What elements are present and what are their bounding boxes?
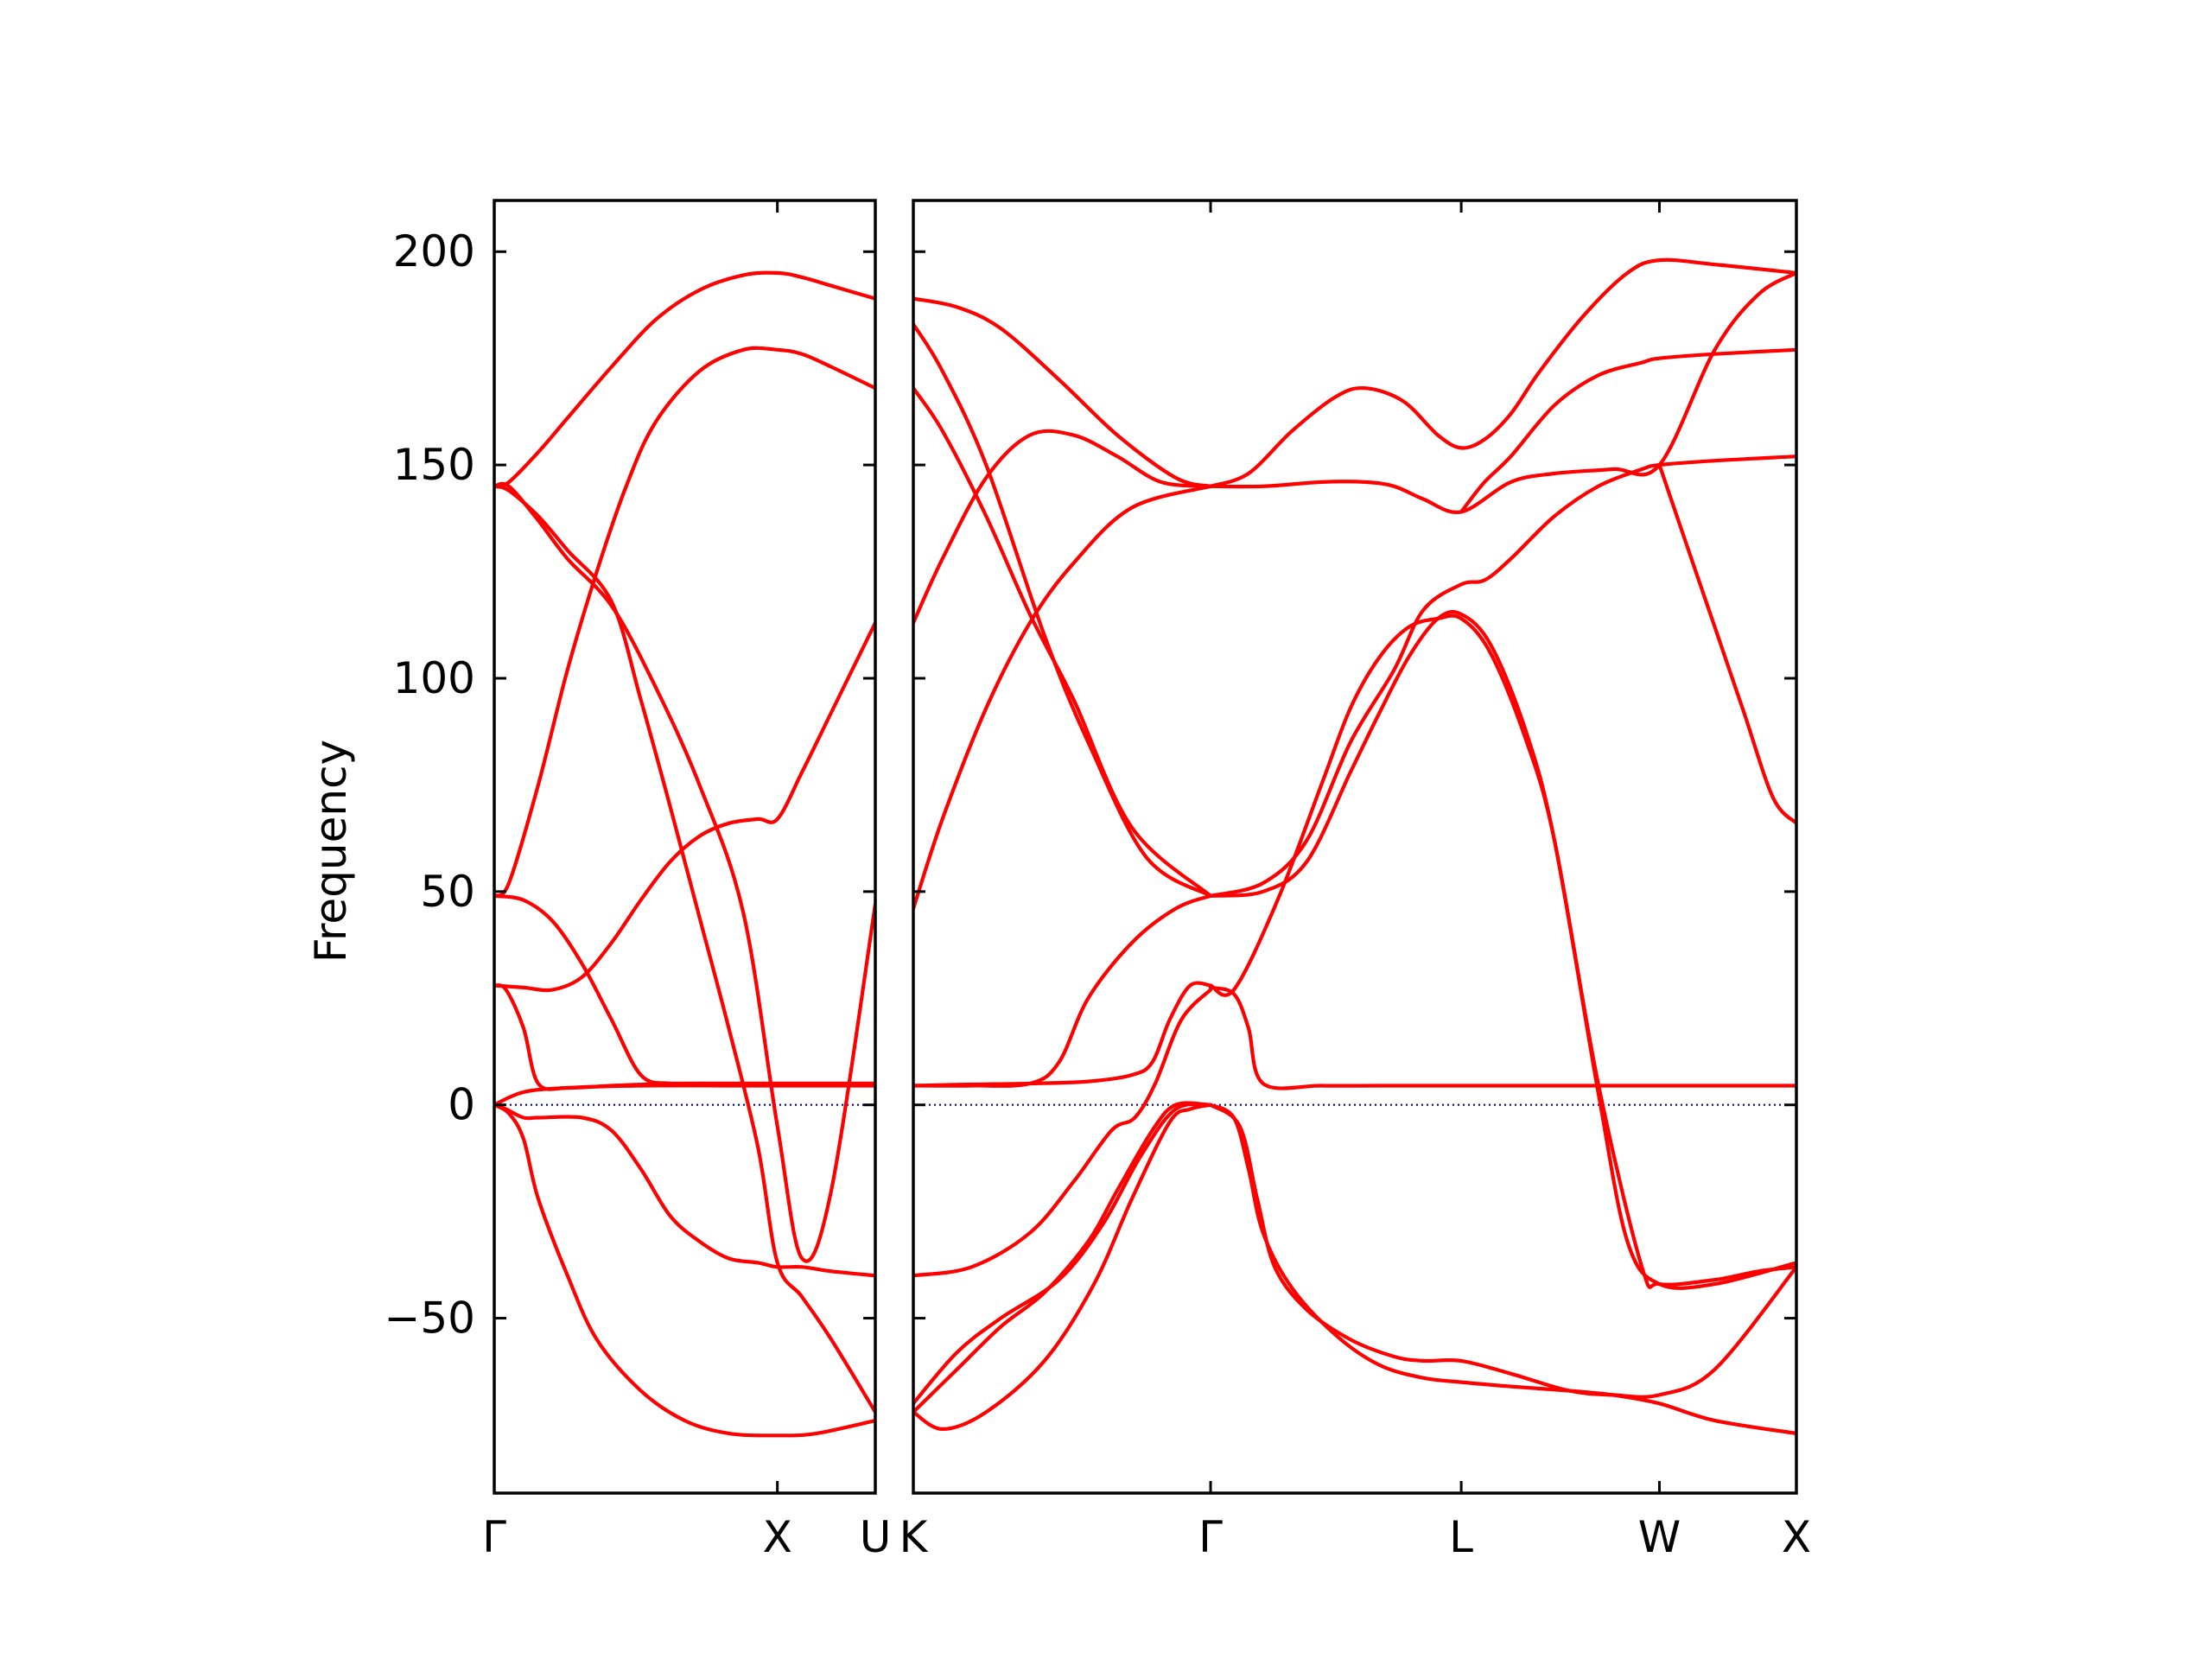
- x-tick-label: Γ: [482, 1512, 506, 1562]
- band-line-3: [494, 481, 875, 1263]
- panel-frame: [912, 199, 1798, 1495]
- band-line-9: [494, 1103, 875, 1438]
- y-tick-label: 0: [448, 1080, 475, 1130]
- band-line-9: [913, 1101, 1213, 1414]
- x-tick-label: L: [1449, 1512, 1473, 1562]
- band-line-14: [1208, 1103, 1796, 1435]
- band-line-12: [1208, 985, 1796, 1090]
- band-line-13: [1208, 1103, 1796, 1399]
- band-group: [494, 270, 875, 1438]
- x-tick-label: X: [1782, 1512, 1811, 1562]
- x-tick-label: X: [763, 1512, 792, 1562]
- band-line-2: [913, 322, 1213, 898]
- band-line-7: [494, 983, 875, 1091]
- band-line-18: [1208, 257, 1796, 488]
- band-line-17: [1208, 270, 1796, 515]
- band-line-8: [494, 1103, 875, 1278]
- band-line-10: [494, 1084, 875, 1107]
- band-line-11: [913, 1103, 1213, 1431]
- y-axis-label: Frequency: [306, 740, 356, 963]
- band-line-1: [494, 270, 875, 488]
- band-line-19: [1208, 454, 1796, 898]
- band-line-4: [913, 429, 1213, 625]
- band-line-21: [1657, 463, 1796, 825]
- band-line-16: [1208, 610, 1796, 1290]
- panel-1: −50 0 50 100 150 200 Γ X U: [384, 199, 892, 1562]
- plot-area: −50 0 50 100 150 200 Γ X U K Γ L W X: [384, 199, 1811, 1562]
- panel-frame: [493, 199, 877, 1495]
- x-tick-label: W: [1638, 1512, 1681, 1562]
- band-line-4: [494, 346, 875, 898]
- y-tick-label: 150: [393, 440, 475, 490]
- x-tick-label: K: [899, 1512, 929, 1562]
- band-line-1: [913, 296, 1213, 488]
- band-group: [913, 257, 1796, 1435]
- x-tick-label: U: [860, 1512, 892, 1562]
- band-line-3: [913, 386, 1213, 898]
- y-tick-label: −50: [384, 1294, 475, 1344]
- band-line-7: [913, 981, 1213, 1088]
- x-tick-label: Γ: [1198, 1512, 1223, 1562]
- band-line-6: [494, 620, 875, 993]
- y-tick-label: 100: [393, 653, 475, 703]
- band-line-2: [494, 484, 875, 1414]
- y-tick-label: 50: [420, 867, 475, 917]
- band-line-10: [913, 1102, 1213, 1406]
- band-line-20: [1459, 347, 1796, 514]
- band-line-15: [1208, 613, 1796, 1289]
- band-line-5: [913, 484, 1213, 911]
- y-tick-label: 200: [393, 226, 475, 276]
- band-line-8: [913, 988, 1213, 1278]
